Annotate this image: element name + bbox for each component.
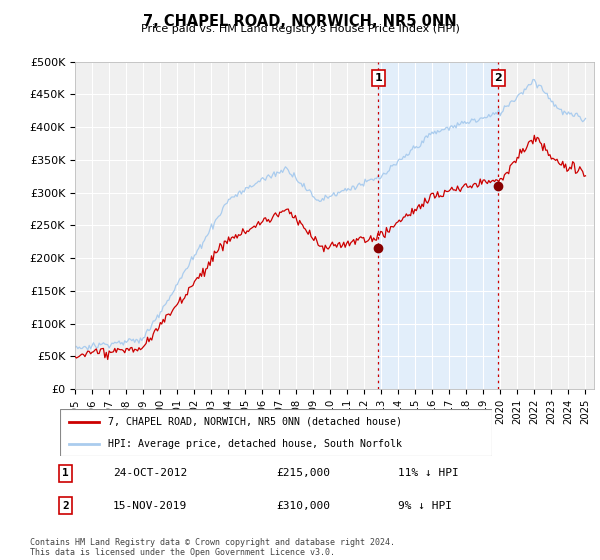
Text: 2: 2 xyxy=(62,501,68,511)
Text: 11% ↓ HPI: 11% ↓ HPI xyxy=(398,468,458,478)
Text: Price paid vs. HM Land Registry's House Price Index (HPI): Price paid vs. HM Land Registry's House … xyxy=(140,24,460,34)
Text: 1: 1 xyxy=(62,468,68,478)
Bar xyxy=(378,62,499,389)
Text: £215,000: £215,000 xyxy=(277,468,331,478)
Text: 7, CHAPEL ROAD, NORWICH, NR5 0NN (detached house): 7, CHAPEL ROAD, NORWICH, NR5 0NN (detach… xyxy=(107,417,401,427)
Text: Contains HM Land Registry data © Crown copyright and database right 2024.
This d: Contains HM Land Registry data © Crown c… xyxy=(30,538,395,557)
Text: HPI: Average price, detached house, South Norfolk: HPI: Average price, detached house, Sout… xyxy=(107,438,401,449)
Text: 1: 1 xyxy=(374,73,382,83)
Text: 2: 2 xyxy=(494,73,502,83)
Text: 7, CHAPEL ROAD, NORWICH, NR5 0NN: 7, CHAPEL ROAD, NORWICH, NR5 0NN xyxy=(143,14,457,29)
Text: 15-NOV-2019: 15-NOV-2019 xyxy=(113,501,187,511)
Text: £310,000: £310,000 xyxy=(277,501,331,511)
Text: 24-OCT-2012: 24-OCT-2012 xyxy=(113,468,187,478)
Text: 9% ↓ HPI: 9% ↓ HPI xyxy=(398,501,452,511)
